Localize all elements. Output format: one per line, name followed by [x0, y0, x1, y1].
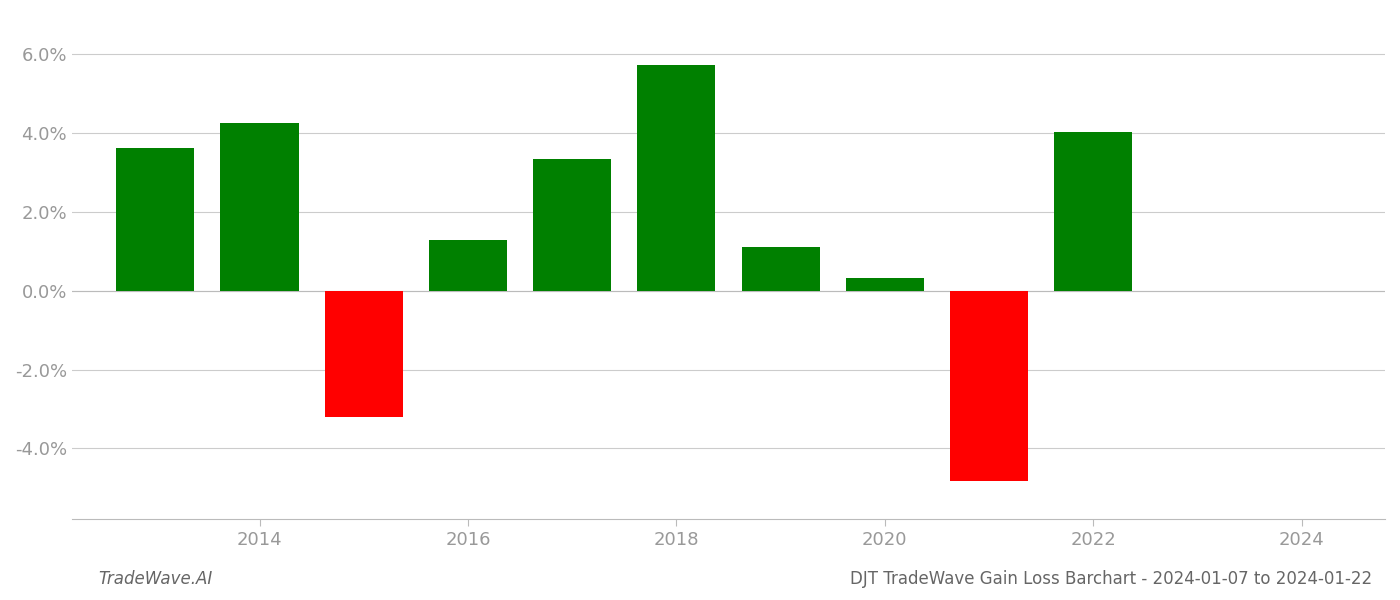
Bar [637, 65, 715, 291]
Bar [1054, 133, 1133, 291]
Bar [428, 239, 507, 291]
Bar [742, 247, 819, 291]
Text: TradeWave.AI: TradeWave.AI [98, 570, 213, 588]
Bar [533, 159, 612, 291]
Text: DJT TradeWave Gain Loss Barchart - 2024-01-07 to 2024-01-22: DJT TradeWave Gain Loss Barchart - 2024-… [850, 570, 1372, 588]
Bar [951, 291, 1028, 481]
Bar [846, 278, 924, 291]
Bar [116, 148, 195, 291]
Bar [325, 291, 403, 417]
Bar [220, 124, 298, 291]
